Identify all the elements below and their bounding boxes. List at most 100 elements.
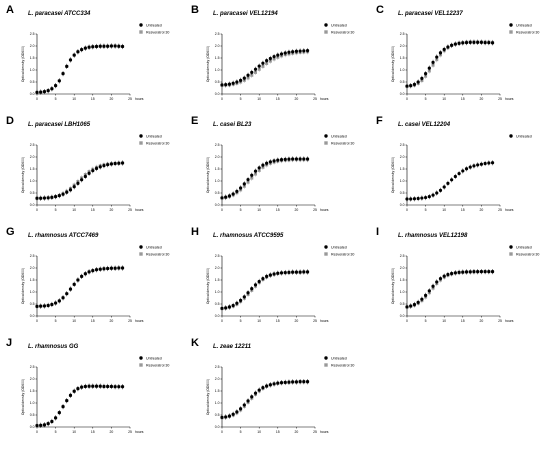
data-point (450, 178, 454, 182)
data-point (431, 63, 435, 67)
data-point (476, 163, 480, 167)
panel-title: L. paracasei VEL12237 (398, 11, 463, 17)
y-tick-label: 2.5 (30, 365, 35, 369)
y-tick-label: 0.0 (400, 92, 405, 96)
data-point (416, 80, 420, 84)
y-tick-label: 1.5 (400, 278, 405, 282)
data-point (438, 188, 443, 192)
legend-label: Resveratrol 30 (516, 30, 539, 34)
data-point (72, 53, 76, 57)
data-point (302, 49, 306, 53)
x-tick-label: 15 (461, 97, 465, 101)
x-tick-label: 10 (72, 430, 76, 434)
data-point (291, 380, 295, 384)
legend-label: Resveratrol 30 (331, 141, 354, 145)
x-tick-label: 15 (276, 208, 280, 212)
data-point (250, 395, 254, 399)
panel-j: J L. rhamnosus GG 0.0 0.5 1.0 1.5 2.0 2.5 0 5 10 15… (6, 337, 169, 434)
x-tick-label: 25 (313, 430, 317, 434)
x-tick-label: 10 (442, 208, 446, 212)
x-axis-unit-label: hours (135, 208, 144, 212)
data-point (479, 162, 483, 166)
data-point (57, 79, 61, 83)
data-point (302, 270, 306, 274)
data-point (261, 386, 265, 390)
data-point (76, 387, 80, 391)
x-axis-unit-label: hours (505, 97, 514, 101)
x-tick-label: 5 (425, 97, 427, 101)
data-point (479, 40, 483, 45)
data-point (120, 385, 125, 389)
data-point (227, 194, 232, 198)
panel-letter: G (6, 226, 15, 238)
data-point (438, 276, 443, 281)
x-tick-label: 10 (257, 97, 261, 101)
y-tick-label: 1.5 (215, 167, 220, 171)
data-point (276, 158, 280, 162)
legend-label: Resveratrol 30 (331, 363, 354, 367)
data-point (265, 274, 269, 278)
data-point (224, 195, 228, 199)
x-tick-label: 25 (128, 97, 132, 101)
legend-marker (324, 141, 328, 145)
y-tick-label: 0.0 (400, 314, 405, 318)
data-point (457, 41, 461, 45)
panel-letter: H (191, 226, 199, 238)
data-point (35, 423, 39, 428)
data-point (224, 83, 228, 87)
data-point (291, 157, 295, 161)
data-point (412, 82, 417, 86)
x-tick-label: 0 (36, 430, 38, 434)
data-point (424, 293, 428, 297)
legend-marker (509, 245, 513, 249)
panel-title: L. paracasei ATCC334 (28, 11, 91, 17)
x-tick-label: 20 (110, 208, 114, 212)
x-tick-label: 5 (55, 208, 57, 212)
y-tick-label: 2.5 (215, 143, 220, 147)
x-tick-label: 5 (240, 97, 242, 101)
data-point (76, 181, 80, 185)
x-tick-label: 0 (36, 319, 38, 323)
data-point (50, 195, 54, 199)
y-tick-label: 1.5 (215, 56, 220, 60)
data-point (461, 169, 465, 173)
data-point (490, 41, 495, 45)
data-point (113, 385, 117, 389)
data-point (50, 302, 54, 307)
data-point (305, 270, 310, 274)
legend-label: Resveratrol 30 (146, 252, 169, 256)
data-point (261, 163, 265, 167)
data-point (106, 384, 110, 389)
x-tick-label: 25 (498, 97, 502, 101)
data-point (109, 384, 113, 389)
data-point (427, 66, 431, 70)
legend-marker (324, 356, 328, 360)
data-point (265, 59, 269, 63)
data-point (424, 74, 428, 78)
data-point (42, 423, 47, 427)
y-axis-label: Optical density (OD600) (21, 46, 25, 82)
x-tick-label: 10 (72, 208, 76, 212)
y-axis-label: Optical density (OD600) (206, 379, 210, 415)
legend-label: Resveratrol 30 (146, 363, 169, 367)
data-point (91, 269, 95, 273)
y-tick-label: 1.5 (30, 167, 35, 171)
data-point (405, 84, 409, 88)
x-tick-label: 0 (36, 97, 38, 101)
data-point (83, 46, 87, 50)
data-point (227, 305, 232, 309)
data-point (94, 166, 99, 171)
y-tick-label: 0.5 (30, 413, 35, 417)
legend-marker (324, 245, 328, 249)
data-point (98, 384, 102, 388)
data-point (231, 412, 235, 416)
data-point (268, 383, 272, 387)
data-point (117, 44, 121, 48)
y-tick-label: 2.0 (30, 377, 35, 381)
data-point (227, 82, 232, 86)
x-tick-label: 20 (110, 97, 114, 101)
data-point (272, 272, 276, 276)
data-point (261, 276, 265, 281)
x-tick-label: 15 (276, 319, 280, 323)
